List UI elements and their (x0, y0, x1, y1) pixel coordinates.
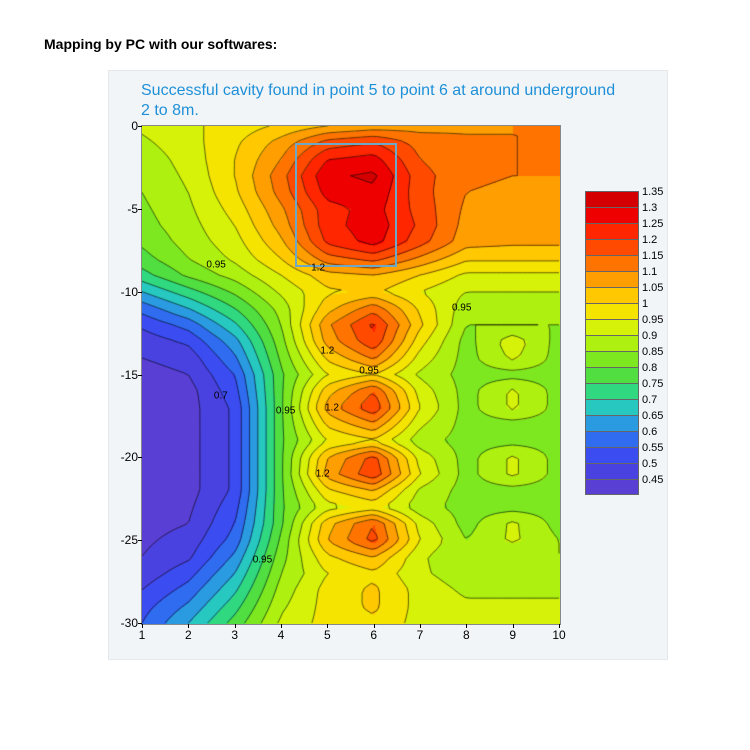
y-tick-label: -25 (121, 533, 138, 547)
legend-swatch: 0.7 (585, 399, 639, 415)
x-tick-mark (513, 624, 514, 628)
x-tick-label: 9 (509, 628, 516, 642)
legend-label: 0.95 (642, 314, 663, 326)
x-tick-label: 1 (139, 628, 146, 642)
contour-value-label: 0.95 (452, 303, 471, 314)
x-tick-label: 5 (324, 628, 331, 642)
y-tick-label: -30 (121, 616, 138, 630)
y-tick-mark (138, 292, 142, 293)
y-tick-mark (138, 457, 142, 458)
legend-swatch: 1.25 (585, 223, 639, 239)
legend-label: 0.9 (642, 330, 657, 342)
legend-label: 0.75 (642, 378, 663, 390)
y-tick-mark (138, 209, 142, 210)
x-tick-mark (327, 624, 328, 628)
color-legend: 1.351.31.251.21.151.11.0510.950.90.850.8… (585, 191, 639, 495)
legend-label: 0.55 (642, 442, 663, 454)
legend-label: 1.25 (642, 218, 663, 230)
legend-label: 0.6 (642, 426, 657, 438)
contour-value-label: 0.7 (214, 391, 228, 402)
legend-swatch: 1.35 (585, 191, 639, 207)
x-tick-mark (188, 624, 189, 628)
legend-swatch: 0.95 (585, 319, 639, 335)
legend-label: 0.7 (642, 394, 657, 406)
contour-value-label: 1.2 (316, 468, 330, 479)
x-tick-mark (281, 624, 282, 628)
y-tick-mark (138, 126, 142, 127)
contour-value-label: 0.95 (253, 555, 272, 566)
contour-value-label: 0.95 (276, 405, 295, 416)
contour-plot: 0-5-10-15-20-25-30123456789100.951.20.95… (141, 125, 561, 625)
legend-label: 0.65 (642, 410, 663, 422)
legend-label: 1.1 (642, 266, 657, 278)
legend-swatch: 1 (585, 303, 639, 319)
legend-swatch: 0.8 (585, 367, 639, 383)
x-tick-mark (235, 624, 236, 628)
legend-label: 0.8 (642, 362, 657, 374)
y-tick-label: 0 (131, 119, 138, 133)
legend-swatch: 0.5 (585, 463, 639, 479)
legend-label: 0.5 (642, 458, 657, 470)
y-tick-label: -10 (121, 285, 138, 299)
legend-label: 1.05 (642, 282, 663, 294)
legend-swatch: 1.1 (585, 271, 639, 287)
x-tick-label: 7 (417, 628, 424, 642)
x-tick-mark (559, 624, 560, 628)
legend-swatch: 0.9 (585, 335, 639, 351)
legend-label: 1.35 (642, 186, 663, 198)
contour-value-label: 1.2 (325, 402, 339, 413)
legend-label: 1 (642, 298, 648, 310)
x-tick-label: 3 (231, 628, 238, 642)
legend-label: 0.85 (642, 346, 663, 358)
legend-swatch: 1.15 (585, 255, 639, 271)
legend-label: 1.2 (642, 234, 657, 246)
legend-swatch: 1.3 (585, 207, 639, 223)
section-title: Mapping by PC with our softwares: (44, 36, 277, 52)
y-tick-label: -15 (121, 368, 138, 382)
y-tick-mark (138, 375, 142, 376)
contour-value-label: 1.2 (311, 263, 325, 274)
legend-swatch: 1.05 (585, 287, 639, 303)
y-tick-label: -5 (127, 202, 138, 216)
x-tick-mark (142, 624, 143, 628)
legend-label: 0.45 (642, 474, 663, 486)
legend-swatch: 0.65 (585, 415, 639, 431)
legend-label: 1.15 (642, 250, 663, 262)
x-tick-label: 8 (463, 628, 470, 642)
x-tick-mark (374, 624, 375, 628)
x-tick-label: 6 (370, 628, 377, 642)
y-tick-label: -20 (121, 450, 138, 464)
legend-swatch: 0.45 (585, 479, 639, 495)
chart-caption: Successful cavity found in point 5 to po… (141, 81, 627, 121)
legend-swatch: 0.85 (585, 351, 639, 367)
x-tick-mark (420, 624, 421, 628)
legend-label: 1.3 (642, 202, 657, 214)
legend-swatch: 1.2 (585, 239, 639, 255)
y-tick-mark (138, 540, 142, 541)
legend-swatch: 0.75 (585, 383, 639, 399)
legend-swatch: 0.6 (585, 431, 639, 447)
contour-value-label: 0.95 (206, 260, 225, 271)
contour-value-label: 1.2 (320, 346, 334, 357)
contour-value-label: 0.95 (359, 366, 378, 377)
x-tick-mark (466, 624, 467, 628)
x-tick-label: 4 (278, 628, 285, 642)
cavity-highlight-box (295, 143, 397, 267)
x-tick-label: 10 (552, 628, 565, 642)
x-tick-label: 2 (185, 628, 192, 642)
chart-panel: Successful cavity found in point 5 to po… (108, 70, 668, 660)
legend-swatch: 0.55 (585, 447, 639, 463)
